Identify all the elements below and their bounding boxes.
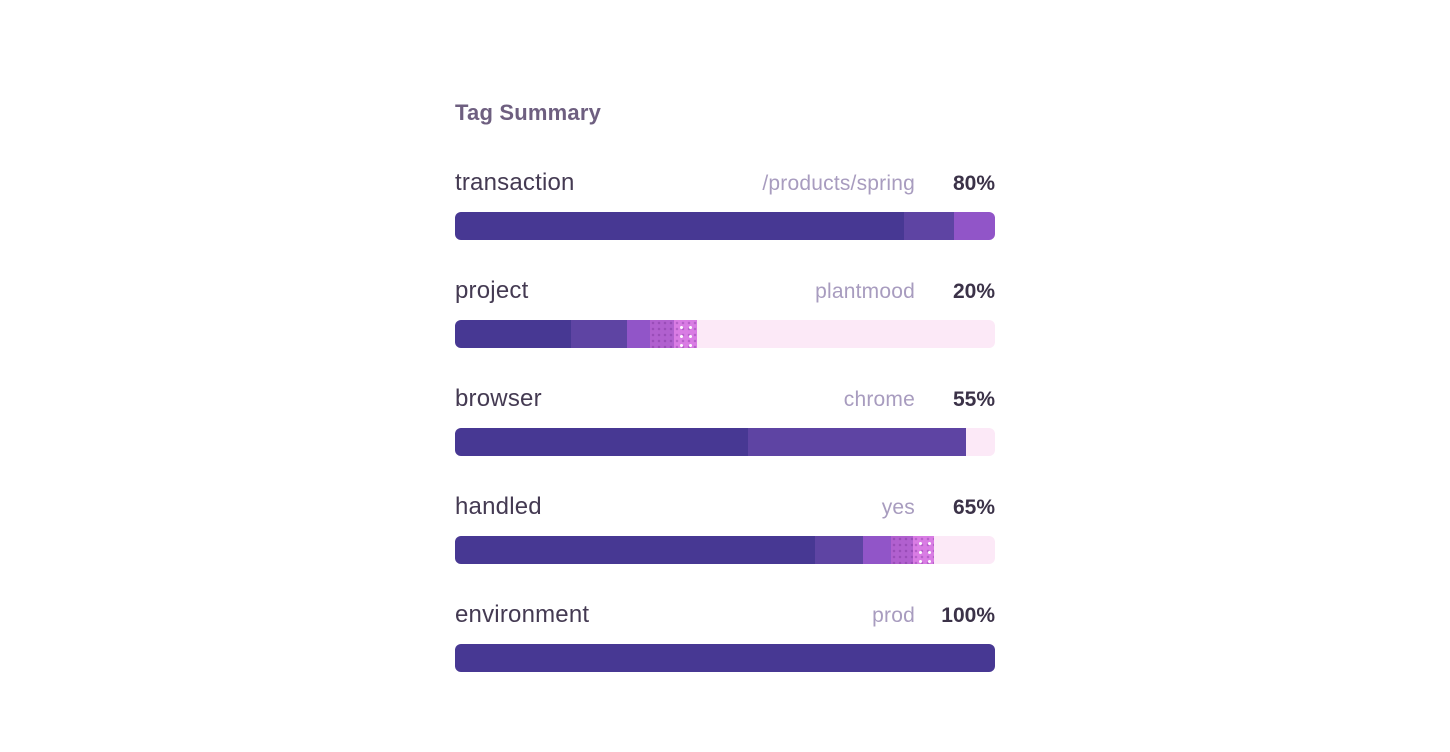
bar-segment[interactable] xyxy=(891,536,914,564)
tag-row-header: transaction /products/spring 80% xyxy=(455,168,995,198)
bar-segment[interactable] xyxy=(903,212,954,240)
bar-segment[interactable] xyxy=(815,536,864,564)
tag-row-header: project plantmood 20% xyxy=(455,276,995,306)
bar-segment[interactable] xyxy=(650,320,675,348)
tag-name: project xyxy=(455,277,529,304)
bar-segment[interactable] xyxy=(748,428,967,456)
tag-distribution-bar[interactable] xyxy=(455,644,995,672)
bar-segment[interactable] xyxy=(953,212,995,240)
tag-distribution-bar[interactable] xyxy=(455,320,995,348)
tag-name: browser xyxy=(455,385,542,412)
tag-percent: 65% xyxy=(952,496,995,519)
bar-segment[interactable] xyxy=(863,536,892,564)
tag-percent: 20% xyxy=(952,280,995,303)
tag-distribution-bar[interactable] xyxy=(455,428,995,456)
tag-row-header: handled yes 65% xyxy=(455,492,995,522)
tag-row-project: project plantmood 20% xyxy=(455,276,995,348)
bar-segment[interactable] xyxy=(455,320,572,348)
tag-top-value: yes xyxy=(881,496,915,519)
tag-top-value: prod xyxy=(872,604,915,627)
tag-name: environment xyxy=(455,601,590,628)
tag-row-browser: browser chrome 55% xyxy=(455,384,995,456)
bar-segment[interactable] xyxy=(455,536,816,564)
panel-title: Tag Summary xyxy=(455,100,602,125)
bar-segment[interactable] xyxy=(455,212,904,240)
tag-row-header: environment prod 100% xyxy=(455,600,995,630)
tag-distribution-bar[interactable] xyxy=(455,212,995,240)
tag-percent: 80% xyxy=(952,172,995,195)
tag-distribution-bar[interactable] xyxy=(455,536,995,564)
tag-row-transaction: transaction /products/spring 80% xyxy=(455,168,995,240)
bar-segment[interactable] xyxy=(455,644,995,672)
tag-name: transaction xyxy=(455,169,575,196)
tag-summary-panel: Tag Summary transaction /products/spring… xyxy=(455,100,995,672)
tag-name: handled xyxy=(455,493,542,520)
bar-segment[interactable] xyxy=(674,320,698,348)
tag-top-value: plantmood xyxy=(815,280,915,303)
tag-top-value: chrome xyxy=(843,388,915,411)
tag-percent: 55% xyxy=(952,388,995,411)
tag-row-environment: environment prod 100% xyxy=(455,600,995,672)
tag-row-handled: handled yes 65% xyxy=(455,492,995,564)
bar-segment[interactable] xyxy=(913,536,935,564)
tag-top-value: /products/spring xyxy=(762,172,915,195)
tag-row-header: browser chrome 55% xyxy=(455,384,995,414)
bar-segment[interactable] xyxy=(627,320,651,348)
bar-segment[interactable] xyxy=(571,320,628,348)
tag-percent: 100% xyxy=(941,604,995,627)
bar-segment[interactable] xyxy=(455,428,749,456)
